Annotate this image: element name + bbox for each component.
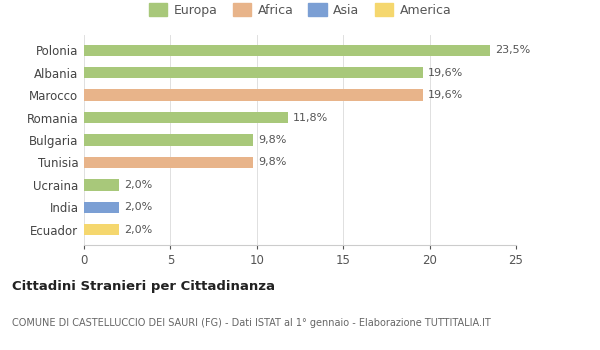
Text: 2,0%: 2,0% [124, 225, 152, 235]
Bar [84, 44, 490, 56]
Text: 23,5%: 23,5% [495, 45, 530, 55]
Bar [84, 202, 119, 213]
Text: Cittadini Stranieri per Cittadinanza: Cittadini Stranieri per Cittadinanza [12, 280, 275, 293]
Text: 2,0%: 2,0% [124, 202, 152, 212]
Bar [84, 157, 253, 168]
Text: 9,8%: 9,8% [259, 158, 287, 167]
Text: 2,0%: 2,0% [124, 180, 152, 190]
Text: COMUNE DI CASTELLUCCIO DEI SAURI (FG) - Dati ISTAT al 1° gennaio - Elaborazione : COMUNE DI CASTELLUCCIO DEI SAURI (FG) - … [12, 318, 491, 329]
Text: 9,8%: 9,8% [259, 135, 287, 145]
Bar [84, 112, 288, 123]
Text: 19,6%: 19,6% [428, 68, 463, 78]
Text: 19,6%: 19,6% [428, 90, 463, 100]
Bar [84, 134, 253, 146]
Legend: Europa, Africa, Asia, America: Europa, Africa, Asia, America [145, 0, 455, 20]
Bar [84, 67, 422, 78]
Bar [84, 224, 119, 236]
Bar [84, 90, 422, 101]
Bar [84, 179, 119, 190]
Text: 11,8%: 11,8% [293, 113, 328, 122]
